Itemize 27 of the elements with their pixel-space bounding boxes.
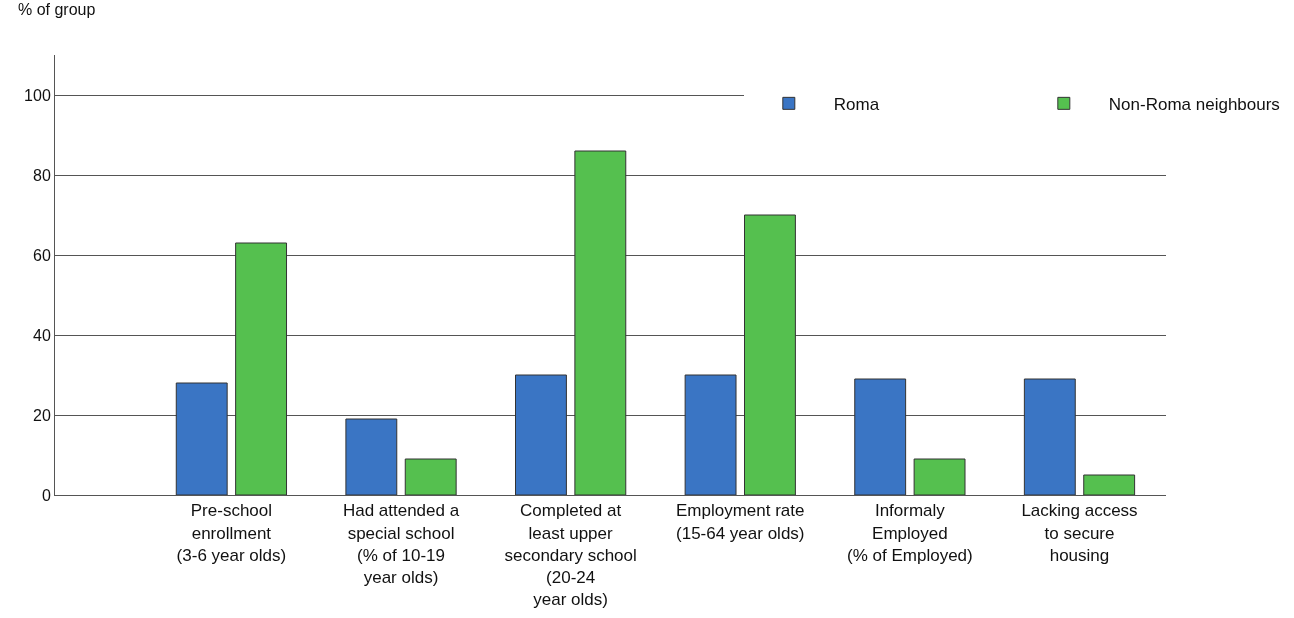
x-tick-label: Informaly Employed (% of Employed)	[847, 501, 973, 565]
bar	[1023, 378, 1076, 495]
bar	[684, 374, 737, 495]
y-tick-label: 20	[33, 406, 51, 424]
bar	[1083, 474, 1136, 495]
x-tick-label: Completed at least upper secondary school (20-24 year olds)	[504, 501, 637, 609]
bar	[515, 374, 567, 495]
y-tick-label: 40	[33, 326, 51, 344]
y-tick-label: 60	[33, 246, 51, 264]
y-axis-title: % of group	[18, 1, 96, 18]
y-tick-label: 0	[41, 486, 51, 504]
x-tick-label: Lacking access to secure housing	[1021, 501, 1138, 565]
bar	[574, 150, 627, 495]
bar	[913, 458, 966, 495]
bar	[235, 242, 288, 495]
legend-label: Roma	[833, 94, 880, 114]
bar	[854, 378, 907, 495]
bar	[345, 418, 398, 495]
bar	[404, 458, 457, 495]
x-tick-label: Employment rate (15-64 year olds)	[676, 501, 805, 543]
y-tick-label: 80	[33, 166, 51, 184]
legend-label: Non-Roma neighbours	[1108, 94, 1280, 114]
bar	[175, 382, 228, 495]
y-tick-label: 100	[24, 86, 51, 104]
x-tick-label: Had attended a special school (% of 10-19 year olds)	[342, 501, 460, 587]
bar	[744, 214, 796, 495]
x-tick-label: Pre-school enrollment (3-6 year olds)	[176, 501, 287, 565]
